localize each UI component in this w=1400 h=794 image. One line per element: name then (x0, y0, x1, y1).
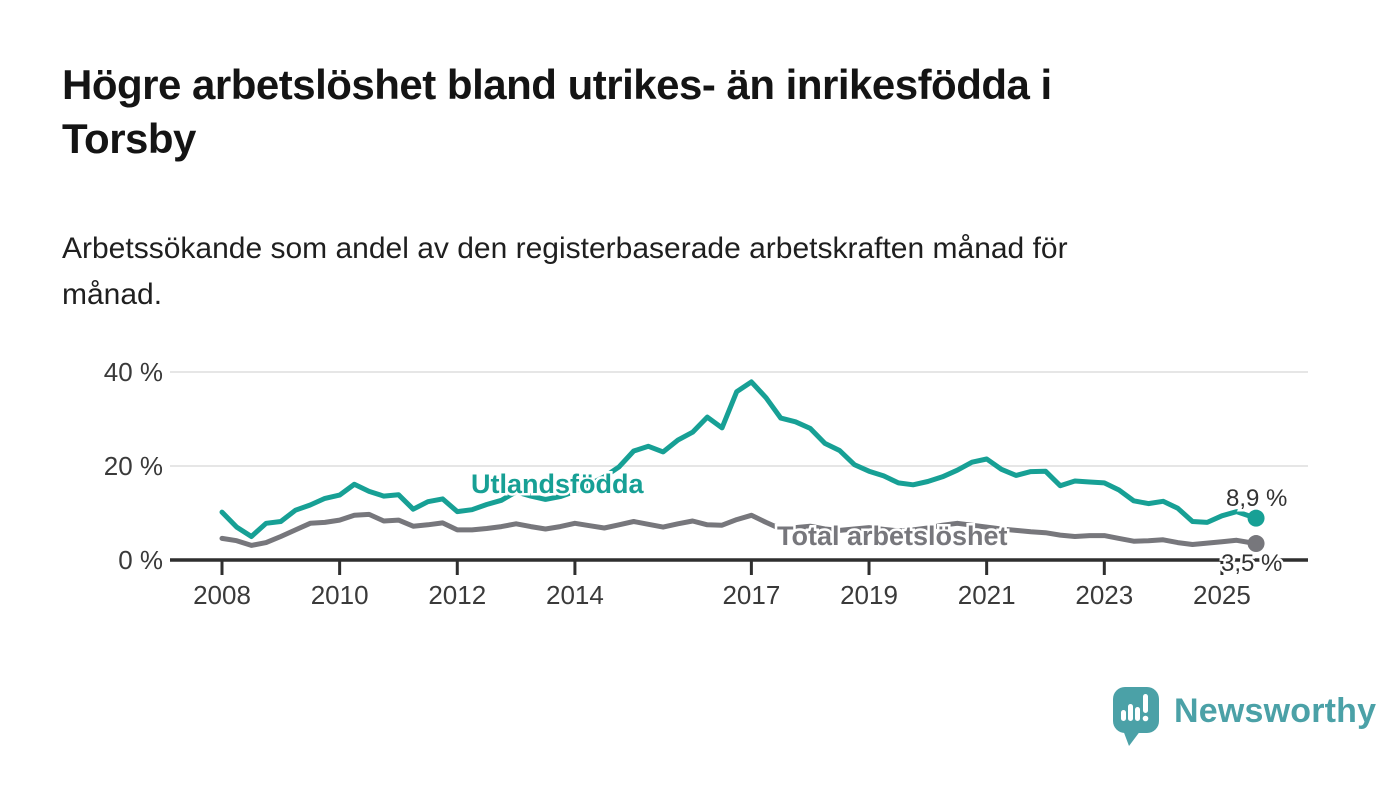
x-tick-label-2025: 2025 (1193, 580, 1251, 610)
x-tick-label-2008: 2008 (193, 580, 251, 610)
page-subtitle-line-2: månad. (62, 278, 163, 311)
y-tick-label-20: 20 % (104, 451, 163, 481)
speech-bubble-bar-chart-icon (1113, 687, 1159, 746)
page-title-line-2: Torsby (62, 115, 196, 162)
series-endpoint-dot-total-arbetsloshet (1247, 535, 1265, 553)
newsworthy-logo: Newsworthy (1112, 686, 1376, 748)
line-chart: 0 % 20 % 40 % 2008 2010 2012 2014 2017 2019 2021 2… (0, 345, 1400, 635)
page-title: Högre arbetslöshet bland utrikes- än inr… (62, 58, 1362, 166)
series-label-utlandsfodda: Utlandsfödda (471, 469, 644, 499)
x-tick-label-2023: 2023 (1075, 580, 1133, 610)
brand-name-text: Newsworthy (1174, 691, 1377, 730)
series-endpoint-dot-utlandsfodda (1247, 509, 1265, 527)
page-subtitle: Arbetssökande som andel av den registerb… (62, 226, 1322, 318)
series-label-total-arbetsloshet: Total arbetslöshet (777, 521, 1008, 551)
series-line-total-arbetsloshet (219, 511, 1259, 548)
x-tick-label-2021: 2021 (958, 580, 1016, 610)
end-value-label-utlandsfodda: 8,9 % (1226, 485, 1287, 512)
page-title-line-1: Högre arbetslöshet bland utrikes- än inr… (62, 61, 1052, 108)
end-value-label-total-arbetsloshet: 3,5 % (1221, 550, 1282, 577)
y-tick-label-0: 0 % (118, 545, 163, 575)
x-tick-label-2010: 2010 (311, 580, 369, 610)
x-tick-label-2012: 2012 (428, 580, 486, 610)
y-tick-label-40: 40 % (104, 357, 163, 387)
line-chart-canvas: 0 % 20 % 40 % 2008 2010 2012 2014 2017 2019 2021 2… (104, 357, 1308, 610)
x-tick-label-2014: 2014 (546, 580, 604, 610)
x-tick-label-2017: 2017 (722, 580, 780, 610)
page-subtitle-line-1: Arbetssökande som andel av den registerb… (62, 232, 1068, 265)
x-tick-label-2019: 2019 (840, 580, 898, 610)
series-line-utlandsfodda (219, 379, 1259, 539)
